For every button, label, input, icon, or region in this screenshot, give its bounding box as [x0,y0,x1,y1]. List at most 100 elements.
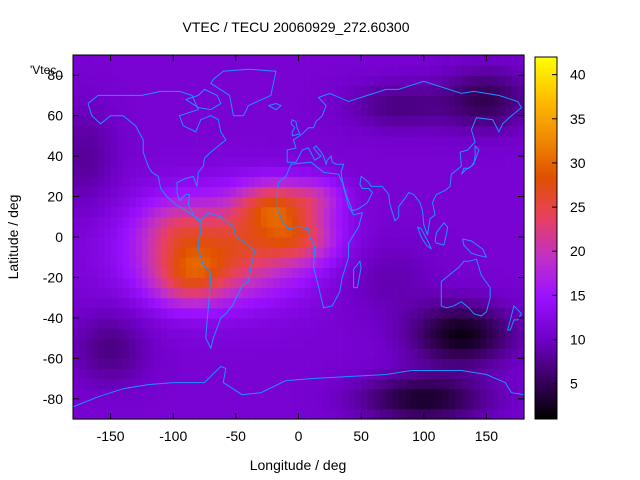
heatmap-cell [423,358,431,370]
heatmap-cell [110,277,118,289]
heatmap-cell [517,206,525,218]
heatmap-cell [467,135,475,147]
heatmap-cell [361,408,369,420]
heatmap-cell [192,226,199,238]
heatmap-cell [116,317,124,329]
heatmap-cell [198,226,206,238]
heatmap-cell [135,237,143,248]
heatmap-cell [116,388,124,400]
heatmap-cell [311,75,318,86]
heatmap-cell [505,338,513,349]
heatmap-cell [298,287,306,299]
heatmap-cell [461,135,469,147]
heatmap-cell [217,75,224,86]
heatmap-cell [179,247,187,258]
heatmap-cell [217,216,224,228]
heatmap-cell [260,146,268,157]
heatmap-cell [323,196,331,208]
heatmap-cell [267,338,275,349]
heatmap-cell [166,267,174,279]
heatmap-cell [461,297,469,309]
heatmap-cell [467,348,475,359]
heatmap-cell [480,358,488,370]
heatmap-cell [217,267,224,279]
heatmap-cell [304,216,312,228]
heatmap-cell [373,186,381,198]
heatmap-cell [311,176,318,188]
heatmap-cell [480,287,488,299]
heatmap-cell [317,55,325,66]
heatmap-cell [492,378,500,390]
heatmap-cell [104,358,112,370]
heatmap-cell [392,186,400,198]
heatmap-cell [267,267,275,279]
heatmap-cell [348,196,356,208]
heatmap-cell [173,176,181,188]
heatmap-cell [498,307,506,319]
heatmap-cell [135,257,143,268]
heatmap-cell [129,398,137,410]
heatmap-cell [198,408,206,420]
heatmap-cell [354,368,362,380]
heatmap-cell [98,368,105,380]
heatmap-cell [398,125,406,137]
heatmap-cell [386,176,394,188]
heatmap-cell [242,176,249,188]
heatmap-cell [517,398,525,410]
heatmap-cell [166,176,174,188]
heatmap-cell [373,115,381,127]
heatmap-cell [123,186,130,198]
heatmap-cell [73,196,80,208]
heatmap-cell [461,378,469,390]
heatmap-cell [480,166,488,177]
heatmap-cell [386,85,394,97]
heatmap-cell [392,65,400,76]
heatmap-cell [511,216,519,228]
heatmap-cell [423,75,431,86]
heatmap-cell [135,216,143,228]
heatmap-cell [273,176,281,188]
heatmap-cell [141,146,149,157]
heatmap-cell [267,105,275,117]
heatmap-cell [85,287,93,299]
heatmap-cell [392,75,400,86]
heatmap-cell [273,348,281,359]
heatmap-cell [79,156,87,167]
heatmap-cell [135,105,143,117]
heatmap-cell [398,206,406,218]
heatmap-cell [517,125,525,137]
heatmap-cell [511,186,519,198]
heatmap-cell [235,267,243,279]
heatmap-cell [91,135,99,147]
heatmap-cell [135,328,143,339]
heatmap-cell [285,348,293,359]
heatmap-cell [242,216,249,228]
heatmap-cell [505,176,513,188]
heatmap-cell [329,186,337,198]
heatmap-cell [79,196,87,208]
heatmap-cell [116,85,124,97]
heatmap-cell [285,95,293,107]
heatmap-cell [367,257,375,268]
heatmap-cell [423,115,431,127]
heatmap-cell [292,287,300,299]
heatmap-cell [260,176,268,188]
heatmap-cell [404,75,412,86]
heatmap-cell [498,206,506,218]
heatmap-cell [217,348,224,359]
heatmap-cell [492,156,500,167]
heatmap-cell [279,75,287,86]
heatmap-cell [229,398,237,410]
heatmap-cell [73,398,80,410]
heatmap-cell [505,237,513,248]
heatmap-cell [367,237,375,248]
heatmap-cell [423,408,431,420]
heatmap-cell [505,146,513,157]
y-tick-label: 20 [47,189,63,205]
heatmap-cell [273,156,281,167]
heatmap-cell [486,378,494,390]
heatmap-cell [204,226,212,238]
heatmap-cell [110,125,118,137]
heatmap-cell [492,307,500,319]
heatmap-cell [298,105,306,117]
